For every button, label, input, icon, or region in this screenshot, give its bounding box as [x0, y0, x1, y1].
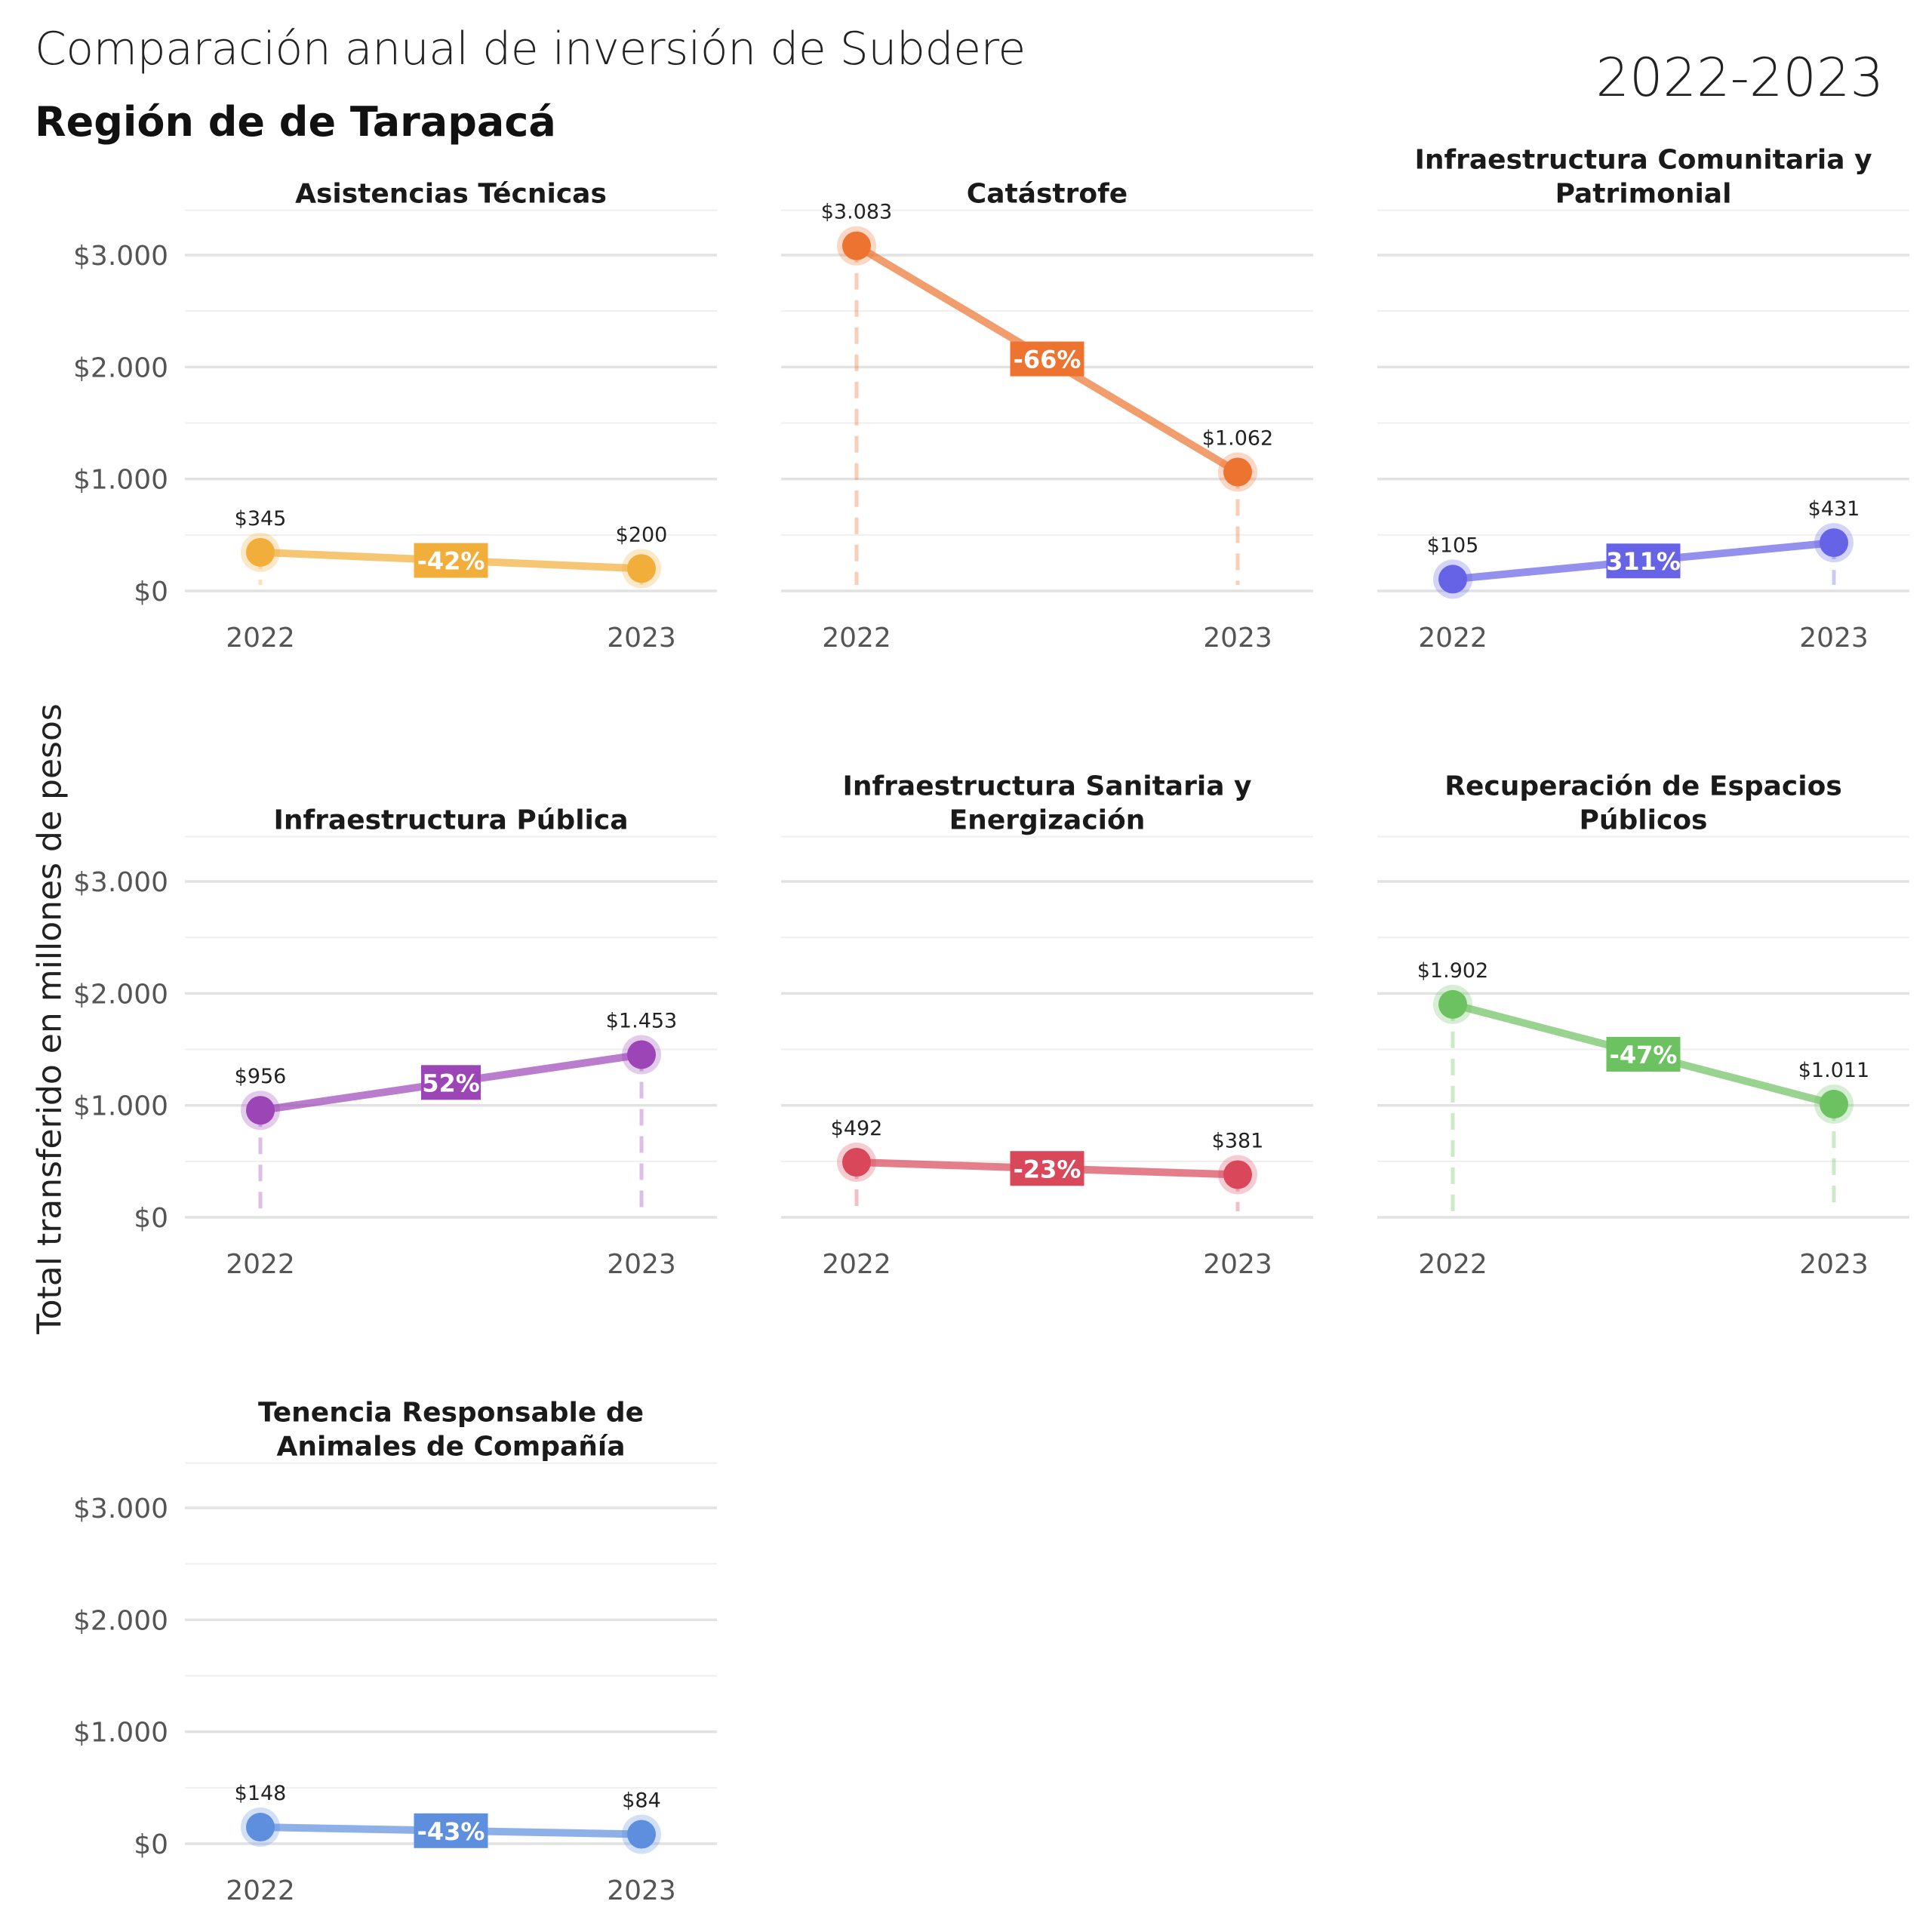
y-tick-label: $2.000 — [73, 1605, 168, 1636]
data-point — [1223, 1160, 1252, 1189]
y-tick-label: $1.000 — [73, 1091, 168, 1122]
y-tick-label: $1.000 — [73, 465, 168, 496]
panel-title: Catástrofe — [967, 179, 1128, 210]
change-label: -66% — [1014, 346, 1081, 374]
y-tick-label: $0 — [134, 1829, 168, 1860]
x-tick-label: 2022 — [822, 623, 891, 654]
panel-7: $0 $1.000 $2.000 $3.000 2022 2023 Tenencia Res… — [73, 1398, 717, 1906]
panel-4: $0 $1.000 $2.000 $3.000 2022 2023 Infraestruct… — [73, 805, 717, 1280]
x-tick-label: 2022 — [1418, 623, 1487, 654]
value-label: $492 — [831, 1117, 883, 1140]
data-point — [627, 554, 656, 583]
change-badge — [414, 543, 488, 578]
data-point — [1223, 457, 1252, 487]
panel-title: Asistencias Técnicas — [295, 179, 607, 210]
value-label: $956 — [235, 1065, 287, 1088]
x-tick-label: 2022 — [226, 1249, 295, 1280]
value-label: $1.453 — [606, 1009, 677, 1032]
data-point — [842, 1148, 871, 1177]
data-point — [627, 1820, 656, 1849]
panel-title: Tenencia Responsable de — [258, 1398, 644, 1429]
y-tick-label: $1.000 — [73, 1718, 168, 1749]
data-point — [1820, 528, 1848, 558]
data-point — [627, 1040, 656, 1069]
value-label: $1.062 — [1202, 426, 1273, 450]
data-point — [246, 537, 275, 567]
value-label: $84 — [622, 1789, 661, 1813]
value-label: $431 — [1808, 497, 1860, 521]
x-tick-label: 2023 — [1799, 1249, 1869, 1280]
data-point — [1438, 565, 1467, 594]
change-label: -23% — [1014, 1155, 1081, 1183]
change-label: -43% — [417, 1817, 485, 1846]
change-badge — [1606, 543, 1681, 579]
value-label: $3.083 — [821, 201, 892, 224]
change-label: 311% — [1606, 547, 1681, 576]
x-tick-label: 2022 — [1418, 1249, 1487, 1280]
value-label: $148 — [235, 1782, 287, 1805]
x-tick-label: 2023 — [607, 623, 676, 654]
change-badge — [1010, 1151, 1084, 1186]
x-tick-label: 2023 — [607, 1249, 676, 1280]
period-label: 2022-2023 — [1595, 47, 1884, 109]
x-tick-label: 2022 — [226, 1875, 295, 1906]
y-tick-label: $2.000 — [73, 352, 168, 383]
data-point — [842, 231, 871, 260]
panel-title: Infraestructura Comunitaria y — [1414, 145, 1872, 176]
x-tick-label: 2022 — [226, 623, 295, 654]
value-label: $200 — [616, 523, 668, 546]
change-label: 52% — [422, 1069, 480, 1097]
change-badge — [414, 1813, 488, 1848]
chart-title: Comparación anual de inversión de Subder… — [35, 23, 1026, 75]
y-tick-label: $3.000 — [73, 241, 168, 272]
value-label: $105 — [1427, 534, 1479, 557]
value-label: $345 — [235, 507, 287, 531]
panel-title: Energización — [949, 805, 1146, 836]
y-tick-label: $3.000 — [73, 867, 168, 898]
panel-3: 2022 2023 Infraestructura Comunitaria yPat… — [1377, 145, 1909, 654]
panel-1: $0 $1.000 $2.000 $3.000 2022 2023 Asistencias … — [73, 179, 717, 654]
change-label: -47% — [1610, 1041, 1678, 1069]
panel-title: Animales de Compañía — [276, 1432, 625, 1463]
change-badge — [1010, 341, 1084, 377]
data-point — [1820, 1090, 1848, 1119]
chart-subtitle: Región de de Tarapacá — [35, 98, 556, 146]
panel-title: Patrimonial — [1555, 179, 1732, 210]
change-badge — [421, 1065, 481, 1100]
value-label: $1.011 — [1798, 1059, 1869, 1082]
panel-title: Públicos — [1580, 805, 1708, 836]
panel-2: 2022 2023 Catástrofe $3.083 $1.062 -66% — [781, 179, 1313, 654]
panel-title: Infraestructura Pública — [273, 805, 628, 836]
data-point — [1438, 989, 1467, 1019]
panel-title: Recuperación de Espacios — [1444, 771, 1842, 802]
value-label: $381 — [1212, 1129, 1264, 1152]
y-tick-label: $3.000 — [73, 1494, 168, 1524]
change-badge — [1606, 1036, 1681, 1072]
value-label: $1.902 — [1417, 959, 1488, 983]
x-tick-label: 2022 — [822, 1249, 891, 1280]
panel-6: 2022 2023 Recuperación de EspaciosPúblicos… — [1377, 771, 1909, 1280]
change-label: -42% — [417, 547, 485, 576]
data-point — [246, 1096, 275, 1125]
data-point — [246, 1813, 275, 1842]
panel-title: Infraestructura Sanitaria y — [842, 771, 1251, 802]
y-tick-label: $0 — [134, 1203, 168, 1234]
panel-5: 2022 2023 Infraestructura Sanitaria yEnerg… — [781, 771, 1313, 1280]
y-tick-label: $0 — [134, 577, 168, 608]
x-tick-label: 2023 — [1799, 623, 1869, 654]
x-tick-label: 2023 — [607, 1875, 676, 1906]
x-tick-label: 2023 — [1203, 1249, 1272, 1280]
x-tick-label: 2023 — [1203, 623, 1272, 654]
y-tick-label: $2.000 — [73, 979, 168, 1010]
